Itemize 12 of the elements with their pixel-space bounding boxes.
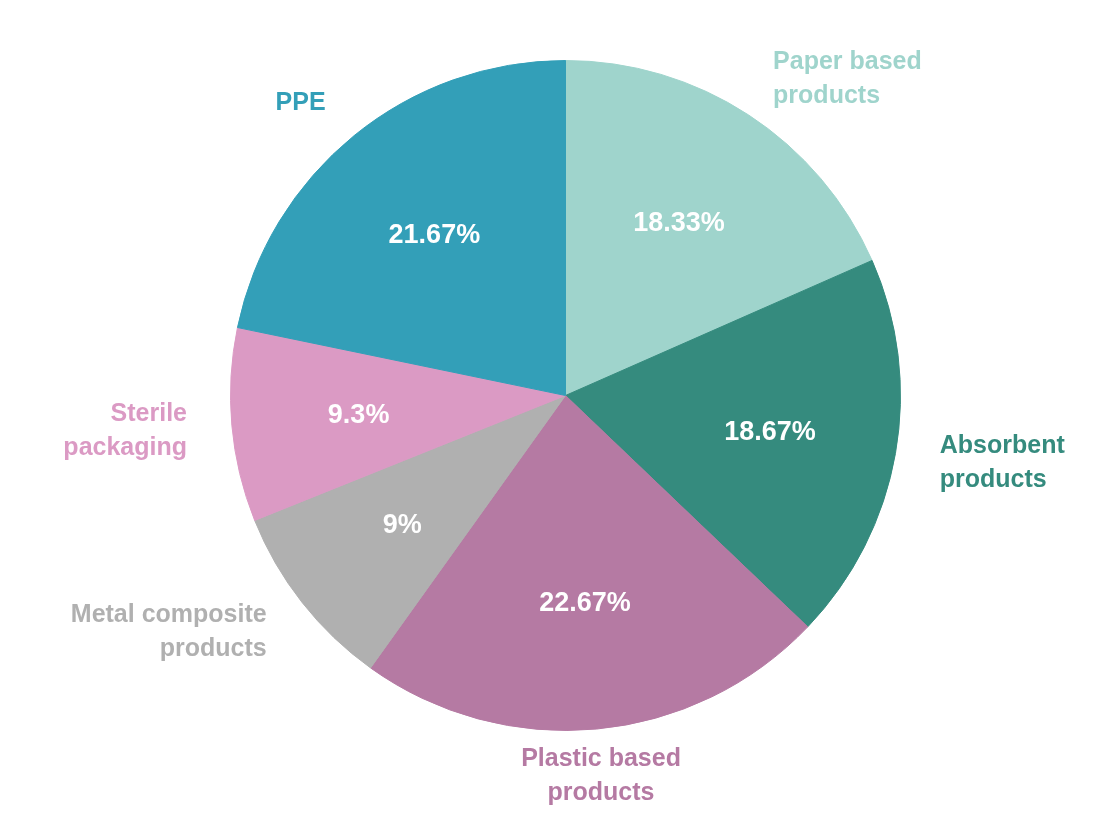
data-label: 18.67% [724,416,816,447]
data-label: 9.3% [327,398,390,429]
data-label: 21.67% [388,219,481,250]
slice-label: Metal composite products [70,599,267,662]
data-label: 22.67% [539,587,631,618]
data-label: 9% [382,508,422,539]
data-label: 18.33% [633,206,725,237]
slice-label: PPE [275,86,326,115]
slice-label: Sterile packaging [63,398,188,461]
slice-label: Plastic based products [521,743,681,805]
slice-label: Absorbent products [939,430,1066,492]
slice-label: Paper based products [773,46,922,109]
